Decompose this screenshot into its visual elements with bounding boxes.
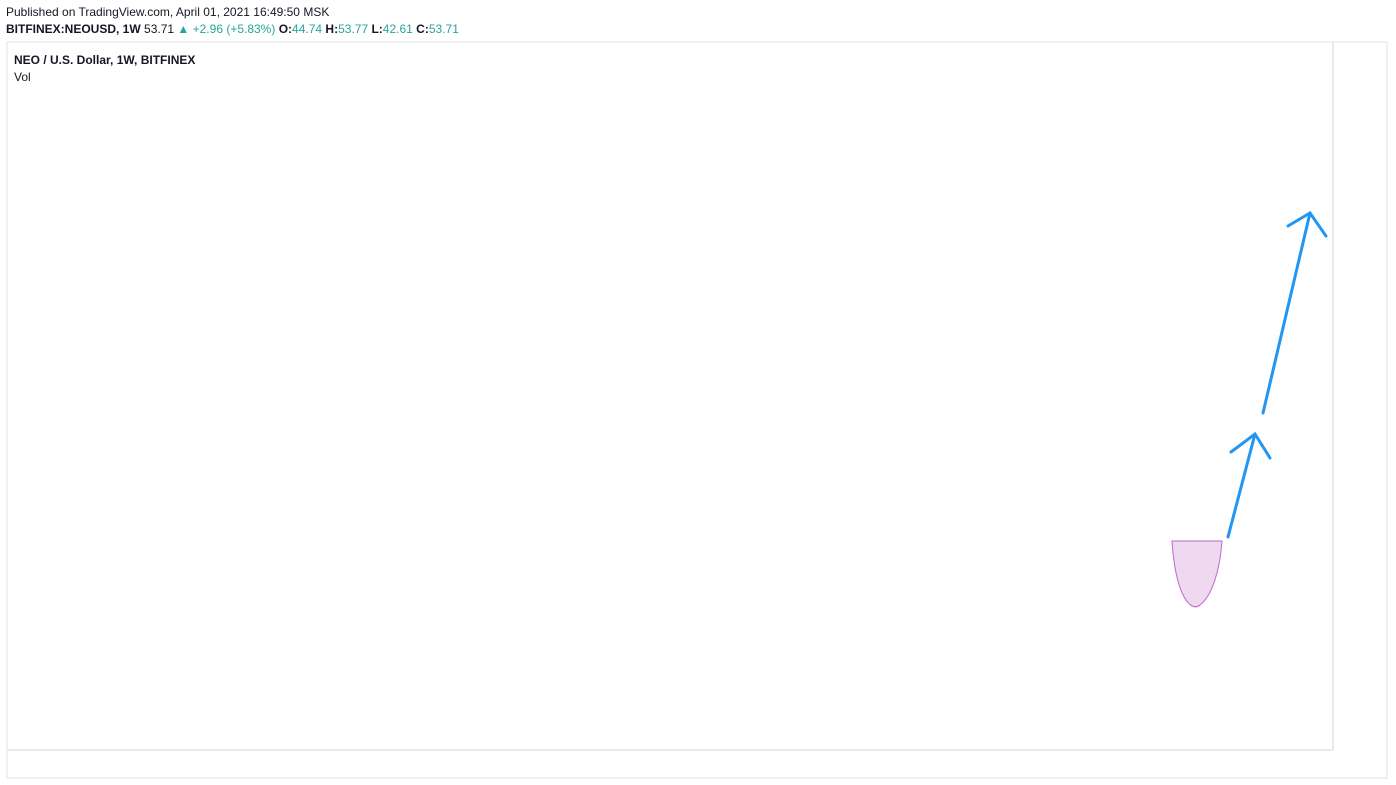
change: +2.96 (+5.83%) bbox=[192, 22, 276, 36]
header: Published on TradingView.com, April 01, … bbox=[6, 4, 459, 38]
frame bbox=[6, 41, 1388, 779]
cup-shape bbox=[1171, 540, 1223, 608]
open-label: O: bbox=[278, 22, 293, 36]
low-label: L: bbox=[371, 22, 383, 36]
projection-arrows bbox=[1226, 211, 1328, 539]
high-label: H: bbox=[325, 22, 339, 36]
volume-label: Vol bbox=[14, 70, 31, 84]
quote-line: BITFINEX:NEOUSD, 1W 53.71 ▲ +2.96 (+5.83… bbox=[6, 21, 459, 38]
close-label: C: bbox=[416, 22, 429, 36]
arrow: ▲ bbox=[177, 22, 190, 36]
arrow bbox=[1261, 211, 1312, 415]
chart-title: NEO / U.S. Dollar, 1W, BITFINEX bbox=[14, 53, 195, 67]
open: 44.74 bbox=[292, 22, 323, 36]
arrow bbox=[1226, 432, 1257, 539]
high: 53.77 bbox=[338, 22, 369, 36]
arrow-head bbox=[1229, 431, 1272, 460]
low: 42.61 bbox=[382, 22, 413, 36]
arrow-head bbox=[1286, 211, 1328, 238]
published: Published on TradingView.com, April 01, … bbox=[6, 5, 330, 19]
symbol: BITFINEX:NEOUSD, 1W bbox=[6, 22, 141, 36]
last: 53.71 bbox=[144, 22, 175, 36]
close: 53.71 bbox=[428, 22, 459, 36]
